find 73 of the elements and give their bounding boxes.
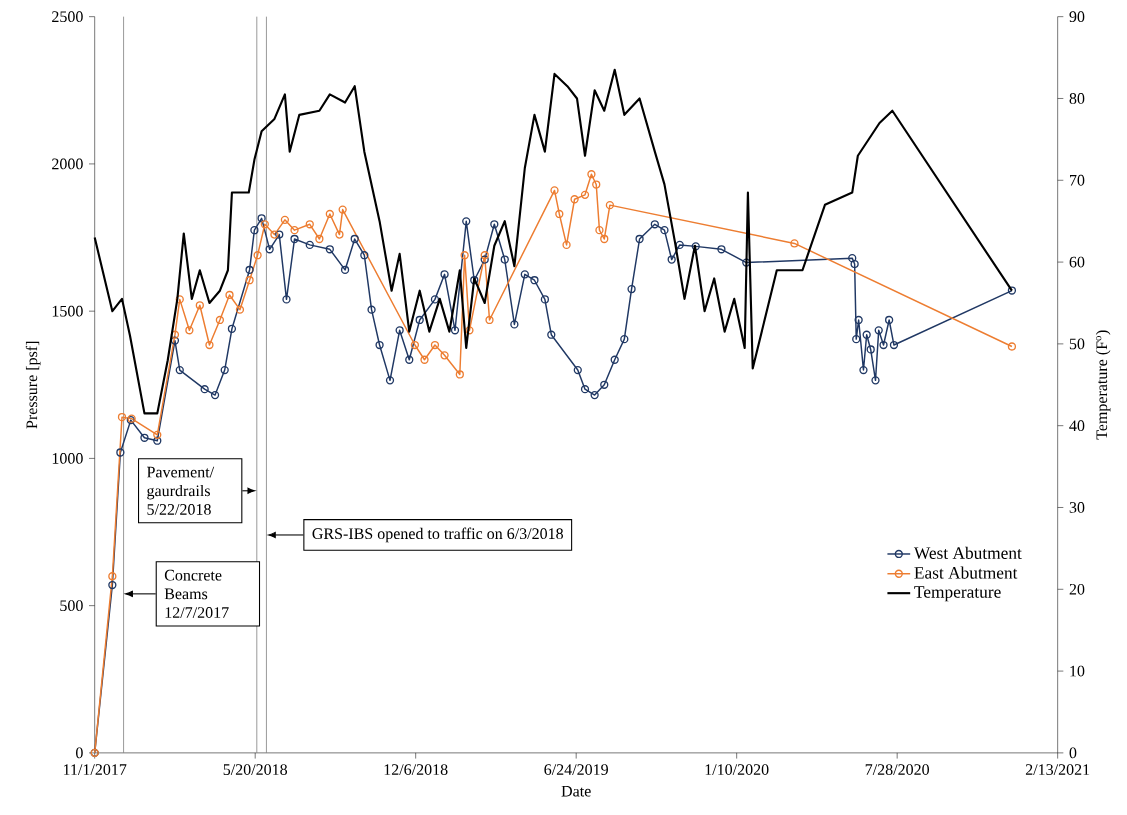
y2-tick-label: 80 — [1069, 93, 1085, 104]
ref-line-label: Concrete Beams 12/7/2017 — [164, 569, 229, 618]
point — [562, 240, 571, 250]
point — [595, 226, 604, 235]
point — [580, 190, 590, 200]
point — [570, 195, 579, 204]
y-tick-label: 0 — [76, 747, 83, 759]
y-axis-title: Pressure [psf] — [25, 341, 41, 429]
x-tick-label: 6/24/2019 — [544, 764, 608, 776]
point — [315, 234, 324, 244]
y2-axis-title: Temperature (F$^{o}$) — [1095, 330, 1111, 440]
y-tick-label: 2000 — [52, 158, 83, 170]
point — [270, 230, 279, 239]
y2-tick-label: 90 — [1069, 11, 1085, 23]
y2-tick-label: 0 — [1069, 747, 1077, 759]
point — [485, 315, 494, 325]
point — [117, 413, 127, 422]
point — [215, 315, 225, 325]
point — [460, 251, 469, 260]
point — [410, 340, 420, 350]
point — [290, 226, 299, 235]
point — [338, 205, 347, 214]
point — [440, 351, 449, 360]
x-tick-label: 1/10/2020 — [705, 764, 769, 776]
x-tick-label: 11/1/2017 — [63, 764, 127, 776]
x-tick-label: 7/28/2020 — [865, 764, 930, 776]
point — [335, 230, 344, 239]
point — [587, 170, 596, 179]
point — [153, 430, 162, 440]
point — [235, 305, 245, 314]
y-tick-label: 1000 — [52, 453, 83, 464]
point — [430, 340, 440, 350]
y2-tick-label: 40 — [1069, 420, 1085, 432]
point — [480, 251, 489, 260]
point — [790, 239, 799, 248]
point — [205, 340, 214, 350]
point — [592, 180, 601, 189]
y2-tick-label: 60 — [1069, 256, 1085, 268]
y2-tick-label: 70 — [1070, 174, 1085, 186]
x-axis-title: Date — [561, 785, 591, 797]
ref-line-label: GRS-IBS opened to traffic on 6/3/2018 — [312, 527, 564, 543]
point — [550, 186, 559, 195]
point — [185, 326, 194, 335]
y2-tick-label: 20 — [1069, 583, 1085, 595]
point — [225, 290, 234, 300]
y-tick-label: 1500 — [52, 305, 83, 317]
point — [108, 572, 117, 581]
point — [420, 355, 429, 364]
y2-tick-label: 50 — [1069, 338, 1085, 350]
point — [465, 326, 474, 335]
x-tick-label: 2/13/2021 — [1025, 764, 1090, 776]
point — [455, 370, 464, 379]
point — [280, 215, 290, 225]
legend-label: East Abutment — [914, 566, 1018, 579]
legend-label: Temperature — [914, 586, 1001, 602]
ref-line-label: Pavement/ gaurdrails 5/22/2018 — [147, 466, 215, 515]
point — [305, 220, 314, 229]
y-tick-label: 2500 — [52, 11, 83, 23]
point — [325, 209, 334, 219]
y2-tick-label: 10 — [1070, 665, 1085, 677]
point — [555, 209, 564, 219]
point — [245, 276, 254, 285]
y2-tick-label: 30 — [1069, 502, 1085, 513]
y-tick-label: 500 — [60, 600, 83, 612]
point — [195, 301, 204, 310]
x-tick-label: 5/20/2018 — [223, 764, 288, 776]
x-tick-label: 12/6/2018 — [384, 764, 448, 776]
legend-label: West Abutment — [913, 546, 1022, 560]
point — [260, 220, 269, 229]
point — [1007, 342, 1017, 351]
point — [600, 234, 609, 244]
point — [605, 201, 615, 210]
point — [253, 251, 262, 260]
